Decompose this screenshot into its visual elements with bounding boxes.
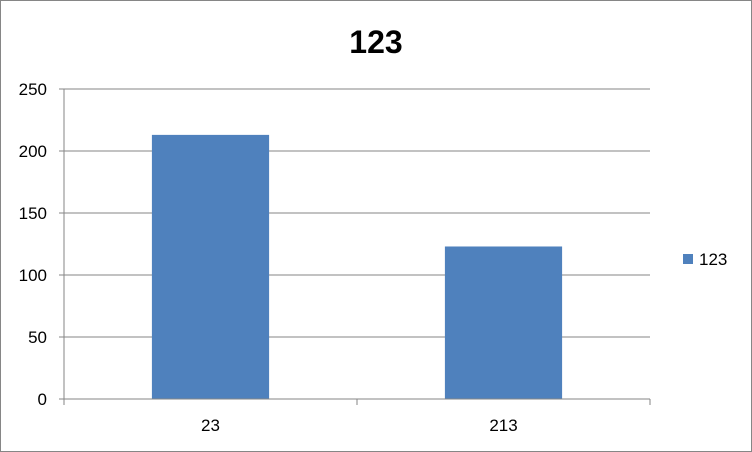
y-tick-label: 100 (19, 266, 47, 285)
y-tick-label: 200 (19, 142, 47, 161)
bars (151, 134, 563, 399)
y-tick-label: 150 (19, 204, 47, 223)
bar (444, 246, 563, 399)
x-tick-label: 23 (201, 416, 220, 435)
chart-title: 123 (349, 24, 402, 60)
bar (151, 134, 270, 399)
x-tick-label: 213 (489, 416, 517, 435)
y-axis: 0 50 100 150 200 250 (19, 80, 65, 409)
legend-label: 123 (699, 250, 727, 269)
x-axis: 23 213 (63, 398, 651, 435)
legend: 123 (683, 250, 727, 269)
y-tick-label: 50 (28, 328, 47, 347)
legend-swatch (683, 254, 693, 264)
y-tick-label: 0 (38, 390, 47, 409)
y-tick-label: 250 (19, 80, 47, 99)
